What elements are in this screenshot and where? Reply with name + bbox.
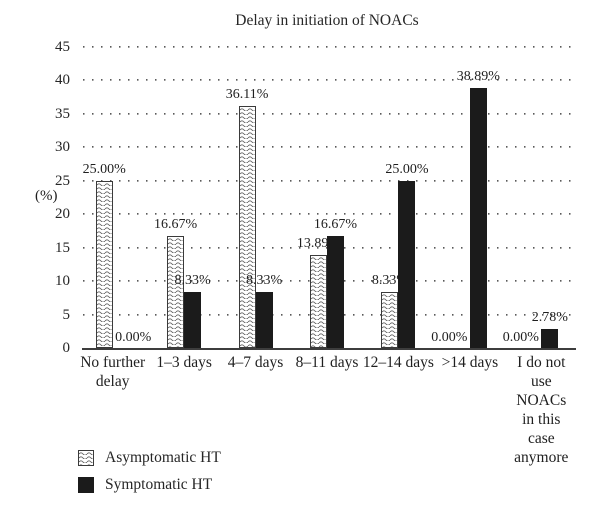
x-category-label: 8–11 days <box>295 354 359 371</box>
legend-label: Asymptomatic HT <box>105 448 221 466</box>
bar-asymptomatic-ht <box>167 236 185 348</box>
y-tick-label: 30 <box>55 139 70 156</box>
x-axis-line <box>82 348 576 350</box>
bar-asymptomatic-ht <box>95 181 113 348</box>
legend-item-symptomatic: Symptomatic HT <box>78 476 221 493</box>
bar-value-label: 0.00% <box>502 330 539 345</box>
bar-symptomatic-ht <box>469 88 487 348</box>
bar-value-label: 0.00% <box>115 330 152 345</box>
x-category-label: >14 days <box>441 354 499 371</box>
y-tick-label: 40 <box>55 72 70 89</box>
legend-swatch-asymptomatic-icon <box>78 449 94 466</box>
bar-symptomatic-ht <box>327 236 344 348</box>
legend-swatch-symptomatic-icon <box>78 476 94 493</box>
bar-symptomatic-ht <box>184 292 202 348</box>
y-tick-label: 45 <box>55 39 70 55</box>
y-tick-label: 35 <box>55 105 70 122</box>
bar-asymptomatic-ht <box>381 292 399 348</box>
bar-asymptomatic-ht <box>238 106 256 348</box>
gridline <box>83 79 575 82</box>
gridline <box>83 112 575 115</box>
bar-value-label: 25.00% <box>385 162 429 177</box>
y-tick-label: 5 <box>62 306 71 323</box>
bar-value-label: 0.00% <box>431 330 468 345</box>
legend-item-asymptomatic: Asymptomatic HT <box>78 449 221 466</box>
bar-value-label: 8.33% <box>174 273 211 288</box>
bar-asymptomatic-ht <box>310 255 327 348</box>
x-category-label: 12–14 days <box>362 354 434 371</box>
bar-value-label: 16.67% <box>313 217 358 232</box>
bar-value-label: 16.67% <box>154 217 198 232</box>
chart-title: Delay in initiation of NOACs <box>235 12 419 29</box>
bar-value-label: 2.78% <box>531 310 568 325</box>
legend-label: Symptomatic HT <box>105 475 213 493</box>
bar-symptomatic-ht <box>398 181 416 348</box>
gridline <box>83 179 575 182</box>
y-tick-label: 20 <box>55 206 70 223</box>
y-axis-unit-label: (%) <box>35 188 58 204</box>
x-category-label: 1–3 days <box>156 354 212 371</box>
gridline <box>83 46 575 48</box>
bar-value-label: 38.89% <box>456 69 500 84</box>
legend: Asymptomatic HT Symptomatic HT <box>78 449 221 503</box>
bar-value-label: 25.00% <box>82 162 126 177</box>
bar-value-label: 8.33% <box>245 273 283 288</box>
x-category-label: I do not use NOACs in this case anymore <box>514 354 569 466</box>
x-category-label: 4–7 days <box>227 354 284 371</box>
plot-area: 25.00% 16.67% 36.11% 13.89% 8.33% 0.00% 0.00% 0… <box>77 46 577 350</box>
x-category-label: No further delay <box>80 354 146 390</box>
gridline <box>83 146 575 149</box>
bar-symptomatic-ht <box>255 292 273 348</box>
bar-symptomatic-ht <box>541 329 559 348</box>
y-tick-label: 15 <box>55 239 70 256</box>
y-tick-label: 10 <box>55 273 70 290</box>
bar-value-label: 36.11% <box>225 87 269 102</box>
y-tick-label: 25 <box>55 172 70 189</box>
y-tick-label: 0 <box>62 340 71 356</box>
gridline <box>83 213 575 216</box>
